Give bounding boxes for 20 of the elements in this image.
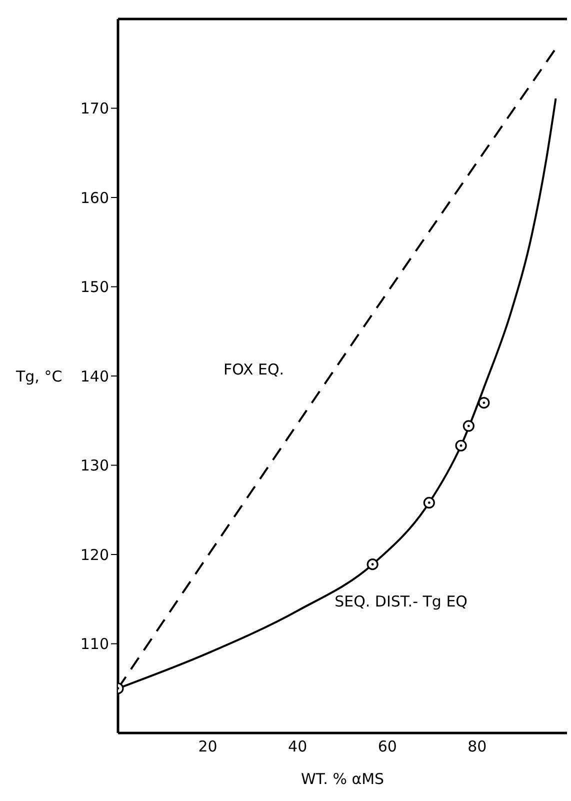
y-tick-label: 140 bbox=[80, 367, 109, 386]
point bbox=[366, 558, 378, 570]
text: FOX EQ. bbox=[223, 360, 284, 379]
point bbox=[455, 440, 467, 452]
point bbox=[423, 496, 435, 509]
y-tick-label: 130 bbox=[80, 456, 109, 475]
y-tick-label: 120 bbox=[80, 546, 109, 564]
x-tick-label: 20 bbox=[198, 738, 218, 756]
x-tick-label: 60 bbox=[378, 738, 397, 756]
y-axis-title: Tg, °C bbox=[15, 367, 62, 386]
y-tick-label: 110 bbox=[80, 635, 109, 654]
y-tick-label: 160 bbox=[80, 188, 109, 207]
x-axis-title: WT. % αMS bbox=[300, 770, 384, 788]
y-tick-label: 170 bbox=[80, 100, 109, 118]
y-tick-label: 150 bbox=[80, 278, 109, 296]
point bbox=[478, 396, 490, 409]
point bbox=[462, 420, 474, 432]
series-label: SEQ. DIST.- Tg EQ bbox=[334, 592, 468, 610]
x-tick-label: 40 bbox=[288, 738, 308, 756]
x-tick-label: 80 bbox=[468, 738, 487, 756]
